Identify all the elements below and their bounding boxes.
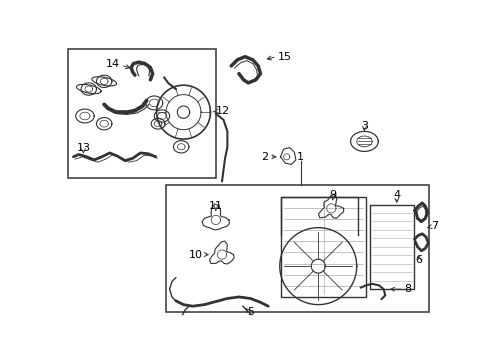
Text: 3: 3 bbox=[360, 121, 367, 131]
Text: 4: 4 bbox=[393, 190, 399, 200]
Text: 5: 5 bbox=[246, 307, 254, 317]
Text: 8: 8 bbox=[404, 284, 411, 294]
Text: 14: 14 bbox=[105, 59, 120, 69]
Text: 7: 7 bbox=[431, 221, 438, 231]
Text: 10: 10 bbox=[188, 250, 202, 260]
Bar bbox=[369, 205, 414, 289]
Text: 11: 11 bbox=[209, 201, 222, 211]
Text: 9: 9 bbox=[329, 190, 336, 200]
Text: 12: 12 bbox=[215, 106, 229, 116]
Text: 2: 2 bbox=[260, 152, 268, 162]
Text: 15: 15 bbox=[277, 52, 291, 62]
Text: 13: 13 bbox=[76, 142, 90, 152]
Bar bbox=[281, 197, 365, 297]
Bar bbox=[68, 49, 215, 178]
Text: 6: 6 bbox=[415, 255, 422, 265]
Bar bbox=[166, 185, 428, 312]
Text: 1: 1 bbox=[296, 152, 303, 162]
